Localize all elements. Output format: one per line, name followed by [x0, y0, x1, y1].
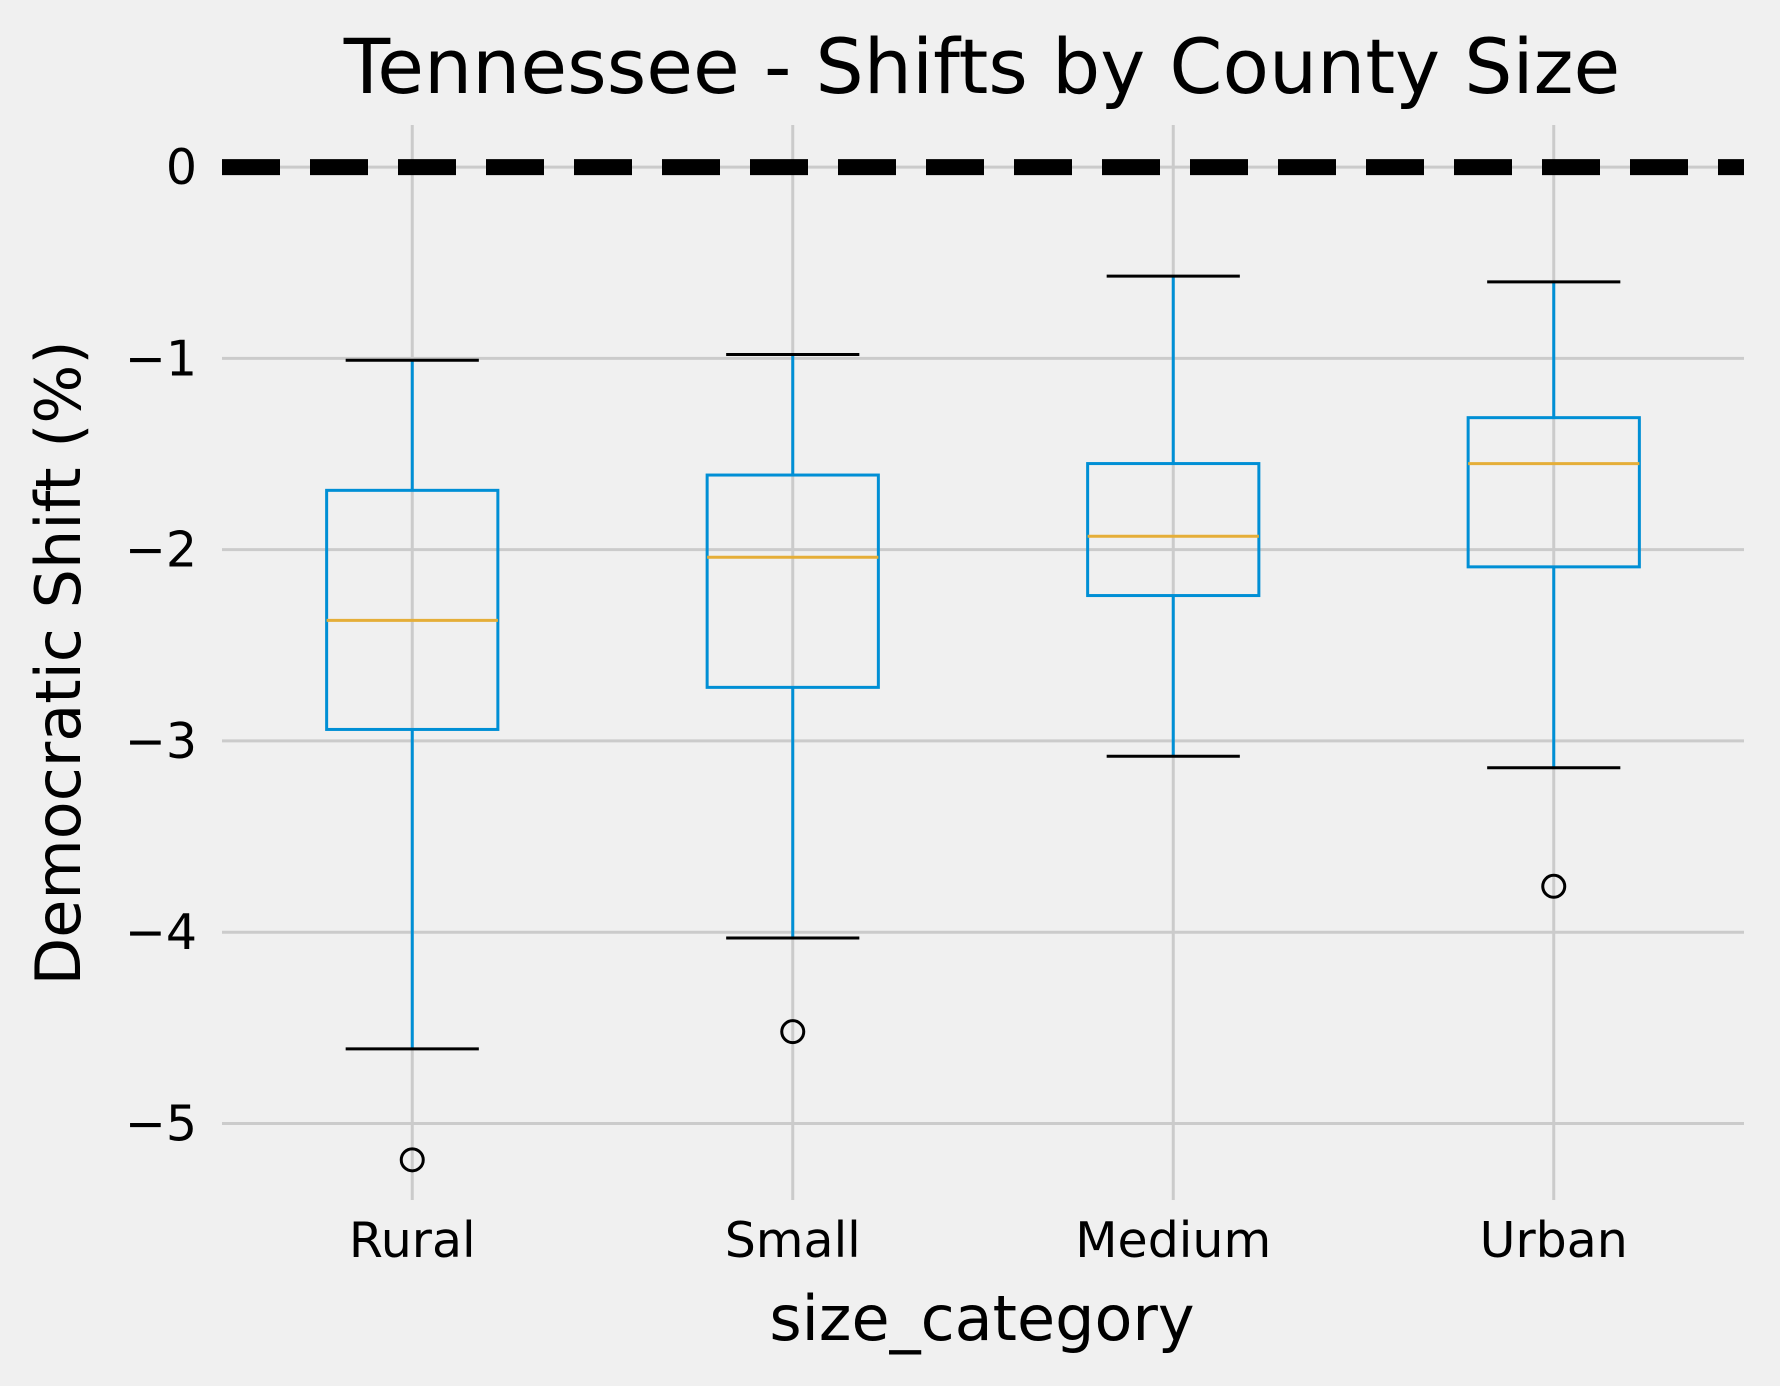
tick-layer: 0 −1 −2 −3 −4 −5 Rural Small Medium Urban	[125, 139, 1628, 1269]
y-axis-label: Democratic Shift (%)	[22, 340, 95, 985]
box-group-small	[705, 353, 880, 1045]
y-tick-label: −2	[125, 522, 197, 579]
box-group-urban	[1466, 280, 1641, 899]
y-tick-label: −3	[125, 713, 197, 770]
x-tick-label: Medium	[1075, 1212, 1271, 1269]
iqr-box	[1466, 416, 1641, 569]
x-tick-label: Rural	[349, 1212, 476, 1269]
x-tick-label: Small	[725, 1212, 861, 1269]
chart-title: Tennessee - Shifts by County Size	[343, 22, 1621, 111]
box-group-medium	[1086, 274, 1261, 758]
outlier-point	[399, 1147, 425, 1173]
y-tick-label: −5	[125, 1095, 197, 1152]
x-tick-label: Urban	[1480, 1212, 1628, 1269]
y-tick-label: 0	[166, 139, 197, 196]
box-group-rural	[325, 358, 500, 1173]
iqr-box	[705, 473, 880, 689]
y-tick-label: −1	[125, 330, 197, 387]
x-axis-label: size_category	[769, 1282, 1194, 1355]
outlier-point	[1541, 873, 1567, 899]
grid-layer	[222, 125, 1744, 1200]
iqr-box	[1086, 462, 1261, 598]
y-tick-label: −4	[125, 904, 197, 961]
iqr-box	[325, 488, 500, 731]
outlier-point	[780, 1019, 806, 1045]
box-layer	[325, 274, 1641, 1173]
